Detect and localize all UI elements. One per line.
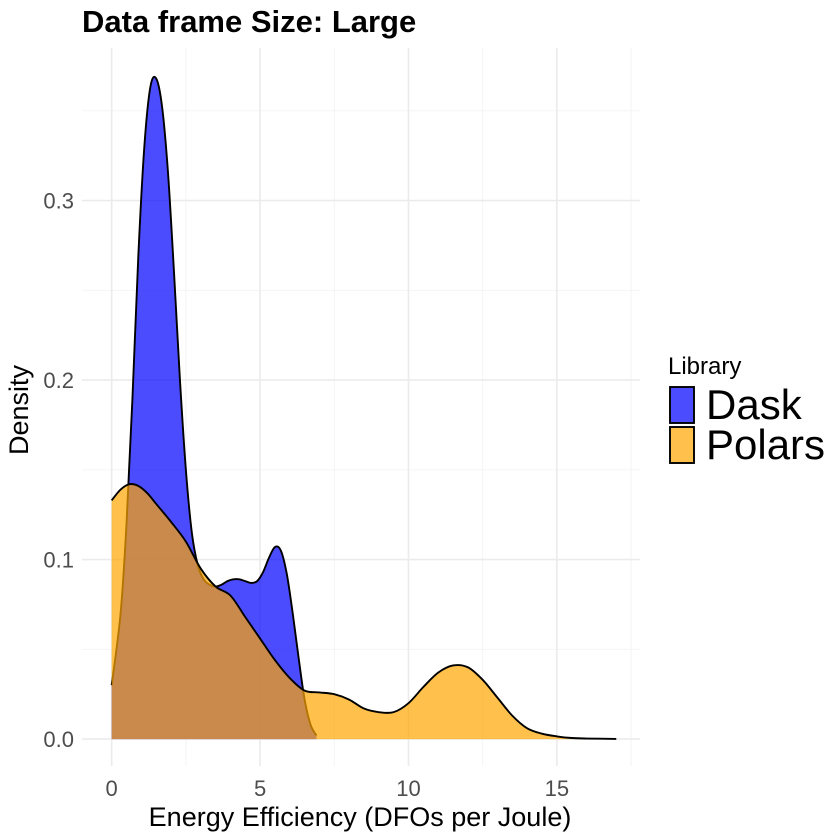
x-tick-label: 15 — [545, 776, 569, 801]
y-tick-label: 0.1 — [43, 548, 74, 573]
x-axis-title: Energy Efficiency (DFOs per Joule) — [149, 802, 572, 832]
density-series — [110, 75, 617, 740]
y-tick-label: 0.2 — [43, 368, 74, 393]
legend-label-polars: Polars — [706, 421, 825, 468]
y-axis-title: Density — [4, 364, 34, 455]
y-axis-ticks: 0.0 0.1 0.2 0.3 — [43, 189, 74, 753]
y-tick-label: 0.3 — [43, 189, 74, 214]
density-line-polars — [110, 483, 617, 740]
legend-title: Library — [668, 353, 741, 380]
y-tick-label: 0.0 — [43, 727, 74, 752]
legend-label-dask: Dask — [706, 381, 803, 428]
x-axis-ticks: 0 5 10 15 — [106, 776, 570, 801]
density-area-polars — [111, 484, 617, 740]
legend-key-dask — [669, 386, 695, 424]
x-tick-label: 5 — [254, 776, 266, 801]
chart-title: Data frame Size: Large — [82, 4, 416, 39]
x-tick-label: 10 — [396, 776, 420, 801]
legend-key-polars — [669, 426, 695, 464]
x-tick-label: 0 — [106, 776, 118, 801]
